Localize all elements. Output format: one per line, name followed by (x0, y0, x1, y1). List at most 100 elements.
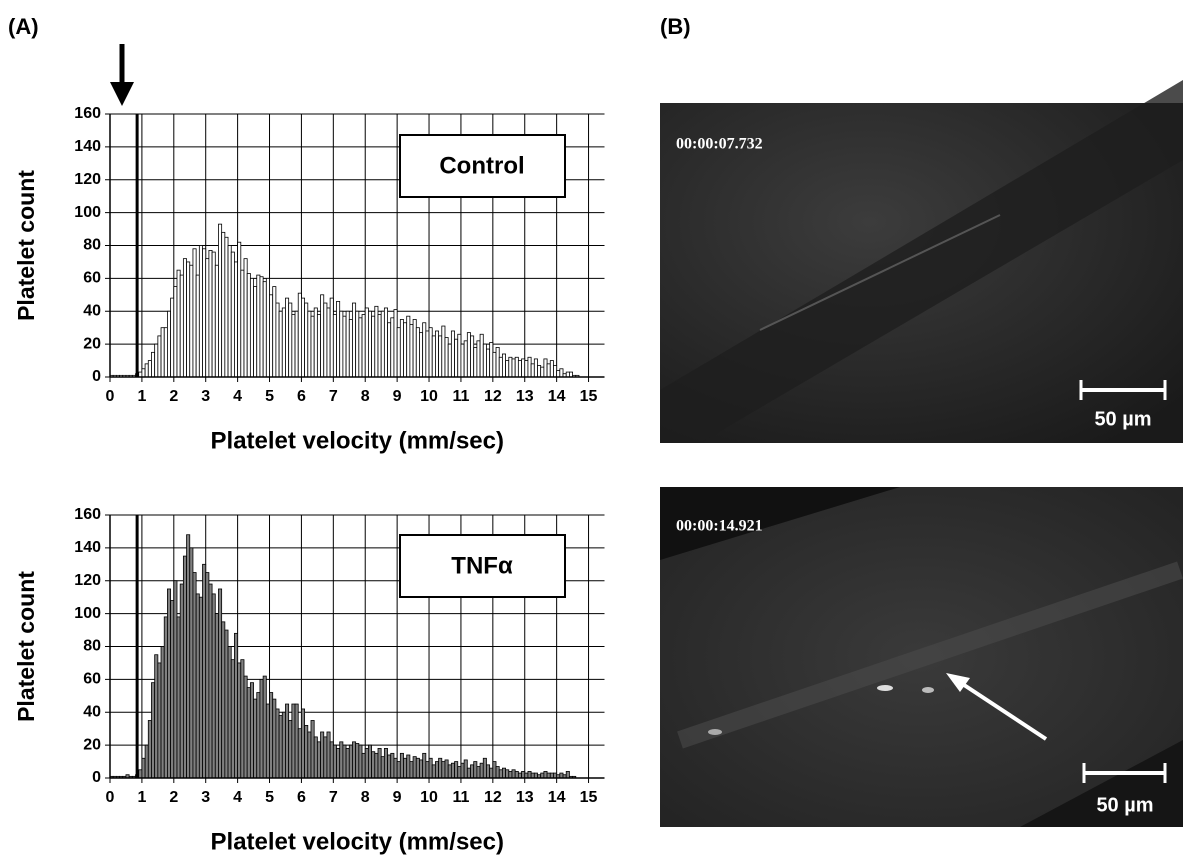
bar (221, 621, 226, 779)
bar (249, 277, 254, 378)
bar (163, 327, 168, 378)
timestamp: 00:00:07.732 (676, 136, 763, 153)
bar (422, 752, 427, 779)
bar (399, 319, 404, 378)
bar (393, 757, 398, 779)
bar (227, 646, 232, 779)
x-tick-label: 1 (137, 388, 146, 405)
x-tick-label: 5 (265, 789, 274, 806)
bar (355, 310, 360, 378)
bar (202, 248, 207, 378)
bar (476, 766, 481, 779)
bar (543, 358, 548, 378)
bar (246, 273, 251, 378)
y-axis-title: Platelet count (13, 571, 39, 722)
bar (521, 771, 526, 779)
bar (205, 258, 210, 378)
bar (383, 307, 388, 378)
x-tick-label: 14 (548, 388, 566, 405)
bar (517, 360, 522, 378)
bar (396, 327, 401, 378)
bar (431, 335, 436, 378)
bar (549, 360, 554, 378)
x-tick-label: 12 (484, 789, 502, 806)
bar (444, 337, 449, 378)
bar (307, 731, 312, 779)
bar (240, 659, 245, 779)
bar (530, 363, 535, 378)
bar (476, 340, 481, 378)
bar (297, 728, 302, 779)
scale-label: 50 µm (1094, 408, 1151, 430)
x-tick-label: 7 (329, 789, 338, 806)
annotation: TNFα (451, 552, 513, 579)
bar (441, 761, 446, 779)
bar (479, 762, 484, 779)
bar (205, 572, 210, 779)
y-tick-label: 160 (74, 506, 101, 523)
scale-label: 50 µm (1096, 794, 1153, 816)
bar (383, 748, 388, 779)
y-tick-label: 60 (83, 671, 101, 688)
bar (301, 708, 306, 779)
bar (167, 310, 172, 378)
bar (352, 302, 357, 378)
bar (537, 365, 542, 378)
bar (482, 757, 487, 779)
bar (428, 327, 433, 378)
bar (358, 744, 363, 779)
bar (495, 766, 500, 779)
bar (304, 302, 309, 378)
bar (211, 251, 216, 378)
bar (390, 317, 395, 378)
bar (387, 322, 392, 378)
bar (492, 351, 497, 378)
bar (502, 353, 506, 378)
bar (237, 662, 242, 779)
bar (234, 632, 239, 779)
bar (160, 327, 165, 378)
bar (160, 646, 165, 779)
bar (186, 534, 191, 779)
bar (202, 563, 207, 779)
bar (237, 241, 242, 378)
x-tick-label: 0 (106, 388, 115, 405)
bar (479, 333, 484, 378)
bar (399, 752, 404, 779)
x-tick-label: 10 (420, 789, 438, 806)
bar (428, 757, 433, 779)
bar (556, 370, 561, 378)
bar (176, 616, 181, 779)
bar (460, 762, 465, 779)
bar (291, 314, 296, 378)
bar (208, 250, 213, 378)
bar (278, 715, 283, 779)
bar (368, 310, 373, 378)
bar (320, 731, 325, 779)
x-tick-label: 9 (393, 388, 402, 405)
bar (565, 771, 570, 779)
bar (182, 555, 187, 779)
bar (447, 764, 452, 779)
bar (358, 317, 363, 378)
y-tick-label: 40 (83, 703, 101, 720)
x-tick-label: 3 (201, 789, 210, 806)
bar (450, 330, 455, 378)
bar (285, 703, 290, 779)
bar (438, 335, 443, 378)
bar (403, 757, 408, 779)
bar (425, 761, 430, 779)
bar (447, 343, 452, 378)
bar (409, 761, 414, 779)
bar (192, 248, 197, 378)
bar (505, 769, 510, 779)
bar (147, 720, 152, 779)
bar (179, 274, 184, 378)
bar (521, 358, 526, 378)
bar (364, 748, 369, 779)
bar (524, 360, 529, 378)
bar (492, 761, 497, 779)
y-tick-label: 140 (74, 138, 101, 155)
